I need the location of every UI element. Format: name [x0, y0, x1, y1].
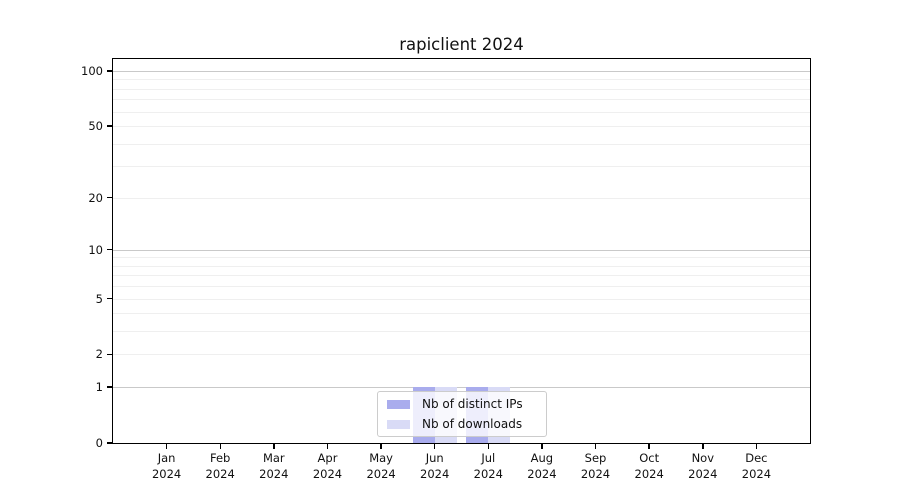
y-tick-label: 5 [95, 291, 103, 306]
major-gridline [113, 387, 810, 389]
legend-swatch-downloads [387, 419, 410, 429]
x-tick-mark [433, 443, 436, 449]
minor-gridline [113, 143, 810, 145]
x-tick-label: Dec 2024 [741, 451, 772, 481]
x-tick-mark [648, 443, 650, 449]
legend-swatch-distinct-ips [387, 399, 410, 409]
x-tick-mark [487, 443, 490, 449]
x-tick-mark [326, 443, 329, 449]
x-tick-label: Apr 2024 [312, 451, 343, 481]
legend-label-distinct-ips: Nb of distinct IPs [422, 397, 523, 411]
chart-title: rapiclient 2024 [399, 35, 524, 54]
x-tick-mark [755, 443, 758, 449]
minor-gridline [113, 111, 810, 113]
y-tick-mark [107, 248, 113, 251]
minor-gridline [113, 257, 810, 259]
y-tick-label: 50 [88, 118, 103, 133]
minor-gridline [113, 265, 810, 267]
x-tick-mark [594, 443, 597, 449]
x-tick-mark [273, 443, 275, 449]
minor-gridline [113, 88, 810, 90]
legend-label-downloads: Nb of downloads [422, 417, 523, 431]
minor-gridline [113, 99, 810, 101]
y-tick-label: 100 [81, 63, 103, 78]
minor-gridline [113, 331, 810, 333]
x-tick-label: May 2024 [366, 451, 396, 481]
y-tick-mark [107, 125, 113, 127]
minor-gridline [113, 298, 810, 300]
plot-frame [112, 58, 811, 444]
plot-area: 0 1 2 5 10 20 50 100 Jan 2024 Feb 2024 Mar 2024 Apr… [81, 58, 811, 481]
y-tick-label: 0 [95, 436, 103, 450]
minor-gridline [113, 197, 810, 199]
x-tick-mark [165, 443, 168, 449]
minor-gridline [113, 313, 810, 315]
x-tick-mark [541, 443, 543, 449]
y-tick-mark [107, 442, 113, 444]
x-tick-label: Sep 2024 [580, 451, 611, 481]
y-tick-label: 1 [95, 380, 103, 395]
x-tick-mark [219, 443, 221, 449]
minor-gridline [113, 125, 810, 127]
x-tick-label: Aug 2024 [527, 451, 557, 481]
y-tick-mark [107, 70, 113, 72]
x-tick-mark [702, 443, 704, 449]
x-tick-label: Oct 2024 [634, 451, 664, 481]
minor-gridline [113, 286, 810, 288]
minor-gridline [113, 354, 810, 356]
x-tick-label: Mar 2024 [259, 451, 289, 481]
legend-item-distinct-ips: Nb of distinct IPs [387, 394, 546, 414]
x-tick-mark [380, 443, 382, 449]
y-tick-mark [107, 353, 113, 356]
y-tick-mark [107, 297, 113, 300]
major-gridline [113, 70, 810, 72]
legend-item-downloads: Nb of downloads [387, 414, 546, 434]
y-tick-mark [107, 196, 113, 199]
x-tick-label: Jul 2024 [473, 451, 503, 481]
x-tick-label: Jan 2024 [151, 451, 182, 481]
x-tick-label: Jun 2024 [420, 451, 450, 481]
x-tick-label: Nov 2024 [688, 451, 718, 481]
minor-gridline [113, 166, 810, 168]
minor-gridline [113, 275, 810, 277]
minor-gridline [113, 79, 810, 81]
legend: Nb of distinct IPs Nb of downloads [377, 391, 547, 437]
x-tick-label: Feb 2024 [205, 451, 235, 481]
y-tick-label: 20 [88, 190, 103, 205]
y-tick-label: 10 [88, 242, 103, 257]
major-gridline [113, 249, 810, 251]
y-tick-mark [107, 386, 113, 388]
y-tick-label: 2 [95, 347, 103, 362]
